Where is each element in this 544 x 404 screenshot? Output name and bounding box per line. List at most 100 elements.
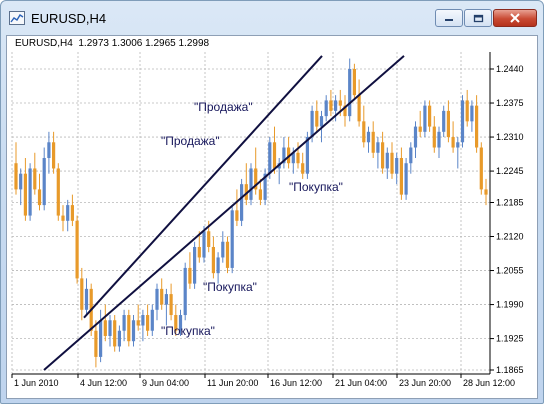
candle-body [446, 110, 450, 138]
minimize-button[interactable] [435, 9, 463, 27]
maximize-icon [465, 10, 491, 26]
price-axis: 1.2440 1.2375 1.2310 1.2245 1.2185 1.2120 1.20… [490, 64, 524, 375]
candle [348, 58, 352, 122]
candle-body [324, 100, 328, 117]
candle-body [329, 100, 333, 111]
candle-body [28, 168, 32, 216]
close-button[interactable] [493, 9, 537, 27]
candle-body [362, 121, 366, 143]
candle [371, 121, 375, 158]
price-readout: EURUSD,H4 1.2973 1.3006 1.2965 1.2998 [15, 38, 209, 49]
candle [61, 205, 65, 232]
price-tick-label: 1.2120 [496, 232, 524, 242]
price-tick-label: 1.2375 [496, 98, 524, 108]
candle-body [108, 320, 112, 336]
candle-body [113, 320, 117, 347]
channel-lower-line [43, 55, 405, 371]
candle [108, 315, 112, 347]
candle-body [254, 168, 258, 190]
candle [183, 262, 187, 321]
candle-body [14, 163, 18, 190]
price-tick-label: 1.2055 [496, 266, 524, 276]
time-tick-label: 1 Jun 2010 [14, 378, 59, 388]
candle-body [244, 184, 248, 200]
chart-grid [11, 52, 490, 374]
candle [399, 147, 403, 200]
candle [28, 163, 32, 221]
candle-body [221, 241, 225, 258]
candle-body [418, 126, 422, 132]
candle [334, 95, 338, 122]
candle-body [484, 189, 488, 195]
readout-symbol: EURUSD,H4 [15, 38, 73, 49]
candle-body [202, 231, 206, 258]
candle [221, 231, 225, 263]
candle [244, 163, 248, 206]
candle-body [70, 205, 74, 221]
candle [216, 252, 220, 284]
candle-body [211, 246, 215, 274]
candle [56, 163, 60, 221]
candle-body [19, 173, 23, 190]
candle [465, 89, 469, 127]
candle [249, 163, 253, 206]
candle [235, 189, 239, 227]
candle-body [146, 315, 150, 331]
candle [211, 236, 215, 279]
chart-icon [9, 11, 25, 25]
candle-body [395, 157, 399, 174]
candle [127, 309, 131, 347]
time-tick-label: 21 Jun 04:00 [335, 378, 387, 388]
candle [113, 315, 117, 352]
candle-body [268, 142, 272, 174]
candle [174, 304, 178, 336]
candle-body [230, 210, 234, 268]
candle [14, 142, 18, 195]
candle-body [75, 220, 79, 279]
candle-body [188, 267, 192, 284]
candle [282, 137, 286, 169]
candle-body [338, 100, 342, 106]
trend-channel [43, 55, 405, 371]
title-bar[interactable]: EURUSD,H4 [1, 1, 543, 35]
candle-body [409, 147, 413, 164]
candle [178, 309, 183, 336]
window-title: EURUSD,H4 [31, 11, 107, 26]
candle [99, 309, 103, 363]
candle-body [103, 320, 107, 336]
candle [287, 137, 291, 169]
candle-body [296, 152, 300, 164]
candle [343, 95, 347, 127]
candle-body [174, 315, 178, 331]
time-tick-label: 28 Jun 12:00 [463, 378, 515, 388]
candle [390, 142, 394, 179]
candle [103, 304, 107, 342]
candle [117, 325, 121, 352]
candle-body [315, 110, 319, 127]
candle [52, 131, 56, 174]
candle [456, 137, 460, 169]
candle-body [47, 142, 51, 158]
candle-body [197, 246, 201, 258]
candle [33, 152, 37, 195]
candle-body [376, 142, 380, 153]
candle-body [399, 157, 403, 195]
candle-body [357, 95, 361, 122]
candle-body [470, 105, 474, 122]
candle-body [479, 147, 483, 190]
annotation-buy-1: "Покупка" [289, 180, 343, 194]
candle-body [291, 152, 295, 164]
candle [141, 309, 145, 342]
price-tick-label: 1.2185 [496, 197, 524, 207]
candle [362, 105, 366, 148]
candle-body [84, 288, 89, 310]
maximize-button[interactable] [464, 9, 492, 27]
channel-upper-line [83, 55, 323, 319]
candle [409, 142, 413, 174]
candle [164, 288, 168, 326]
annotation-buy-2: "Покупка" [203, 280, 257, 294]
candle [404, 157, 408, 200]
candle [66, 199, 70, 232]
candle-body [122, 315, 126, 331]
